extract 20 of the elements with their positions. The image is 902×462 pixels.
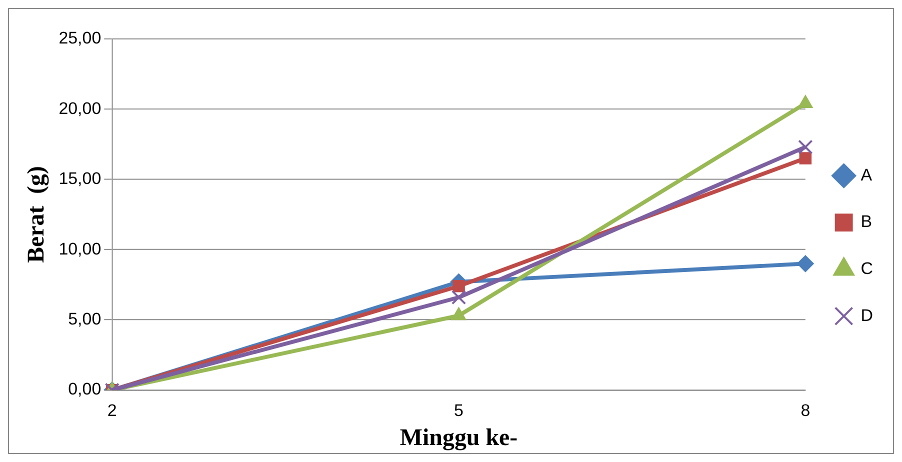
x-tick-label: 8 (800, 400, 810, 420)
point (796, 255, 814, 272)
legend-label: B (860, 212, 872, 232)
y-tick-label: 5,00 (68, 310, 102, 328)
y-tick-label: 25,00 (58, 28, 102, 48)
point (451, 307, 466, 320)
legend-label: D (860, 306, 874, 325)
y-tick-label: 0,00 (68, 380, 102, 399)
point (799, 152, 812, 164)
legend-label: C (860, 259, 874, 278)
y-axis-title: Berat (g) (24, 166, 50, 263)
x-axis-title: Minggu ke- (400, 424, 518, 451)
point (798, 140, 813, 154)
point (452, 280, 465, 292)
y-tick-label: 10,00 (58, 239, 102, 258)
x-tick-label: 2 (107, 400, 117, 420)
legend-label: A (860, 165, 873, 184)
y-tick-label: 15,00 (58, 169, 102, 188)
y-tick-label: 20,00 (58, 98, 102, 118)
x-tick-label: 5 (454, 400, 464, 420)
